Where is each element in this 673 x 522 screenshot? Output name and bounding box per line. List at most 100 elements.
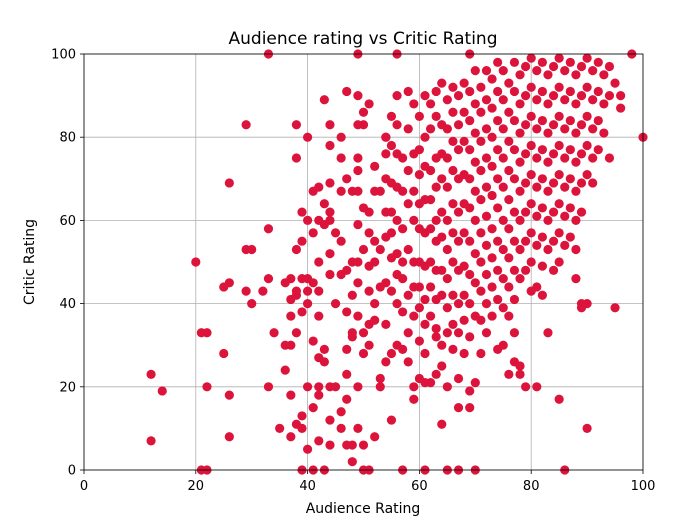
- data-point: [565, 115, 575, 126]
- data-point: [515, 215, 525, 225]
- data-point: [347, 457, 357, 467]
- data-point: [442, 182, 452, 192]
- data-point: [509, 328, 520, 338]
- data-point: [576, 178, 587, 188]
- data-point: [342, 344, 352, 354]
- data-point: [325, 415, 335, 425]
- data-point: [453, 207, 464, 217]
- data-point: [381, 149, 391, 159]
- data-point: [465, 145, 475, 155]
- data-point: [526, 111, 536, 121]
- data-point: [532, 66, 542, 76]
- data-point: [576, 91, 587, 101]
- data-point: [364, 207, 374, 217]
- data-point: [314, 286, 324, 296]
- data-point: [554, 170, 564, 180]
- data-point: [588, 153, 598, 163]
- data-point: [582, 111, 592, 121]
- data-point: [576, 207, 587, 217]
- data-point: [409, 382, 419, 392]
- data-point: [532, 95, 542, 105]
- data-point: [414, 336, 424, 346]
- data-point: [336, 236, 346, 246]
- data-point: [303, 444, 313, 454]
- data-point: [325, 120, 335, 130]
- data-point: [442, 382, 452, 392]
- data-point: [453, 328, 464, 338]
- data-point: [481, 299, 492, 309]
- data-point: [571, 274, 581, 284]
- data-point: [291, 290, 302, 300]
- data-point: [392, 91, 402, 101]
- data-point: [442, 274, 452, 284]
- data-point: [314, 257, 324, 267]
- data-point: [537, 86, 547, 97]
- data-point: [303, 132, 313, 142]
- data-point: [398, 274, 408, 284]
- data-point: [381, 278, 391, 288]
- data-point: [599, 70, 609, 80]
- data-point: [386, 111, 397, 121]
- data-point: [504, 253, 514, 263]
- data-point: [336, 407, 346, 417]
- data-point: [314, 182, 324, 192]
- data-point: [616, 91, 626, 101]
- data-point: [280, 365, 290, 375]
- data-point: [297, 411, 307, 421]
- data-point: [297, 236, 307, 246]
- data-point: [275, 423, 285, 433]
- data-point: [515, 361, 525, 371]
- data-point: [398, 257, 408, 267]
- data-point: [509, 115, 520, 126]
- data-point: [146, 369, 156, 379]
- data-point: [543, 157, 553, 167]
- data-point: [191, 257, 201, 267]
- data-point: [515, 186, 525, 196]
- data-point: [532, 240, 542, 250]
- data-point: [303, 286, 313, 296]
- data-point: [476, 257, 486, 267]
- data-point: [504, 369, 514, 379]
- data-point: [437, 78, 447, 88]
- data-point: [504, 224, 514, 234]
- data-point: [459, 290, 469, 300]
- data-point: [515, 274, 525, 284]
- data-point: [308, 228, 318, 238]
- data-point: [425, 124, 436, 134]
- data-point: [509, 145, 520, 155]
- data-point: [358, 328, 369, 338]
- data-point: [498, 124, 508, 134]
- data-point: [543, 128, 553, 138]
- data-point: [370, 236, 380, 246]
- data-point: [487, 224, 497, 234]
- data-point: [459, 78, 469, 88]
- data-point: [543, 99, 553, 109]
- data-point: [353, 257, 363, 267]
- data-point: [476, 82, 486, 92]
- x-tick-label: 0: [80, 479, 88, 494]
- data-point: [303, 215, 313, 225]
- data-point: [537, 115, 547, 126]
- data-point: [498, 274, 508, 284]
- data-point: [353, 165, 363, 176]
- data-point: [571, 157, 581, 167]
- data-point: [425, 311, 436, 321]
- data-point: [409, 215, 419, 225]
- data-point: [398, 307, 408, 317]
- data-point: [465, 403, 475, 413]
- data-point: [543, 70, 553, 80]
- data-point: [470, 99, 480, 109]
- data-point: [437, 174, 447, 184]
- data-point: [448, 290, 458, 300]
- data-point: [593, 57, 603, 67]
- data-point: [448, 228, 458, 238]
- data-point: [470, 278, 480, 288]
- data-point: [465, 86, 475, 97]
- data-point: [342, 307, 352, 317]
- data-point: [403, 165, 413, 176]
- data-point: [420, 348, 430, 359]
- data-point: [442, 303, 452, 313]
- data-point: [526, 53, 536, 63]
- data-point: [509, 207, 520, 217]
- data-point: [521, 382, 531, 392]
